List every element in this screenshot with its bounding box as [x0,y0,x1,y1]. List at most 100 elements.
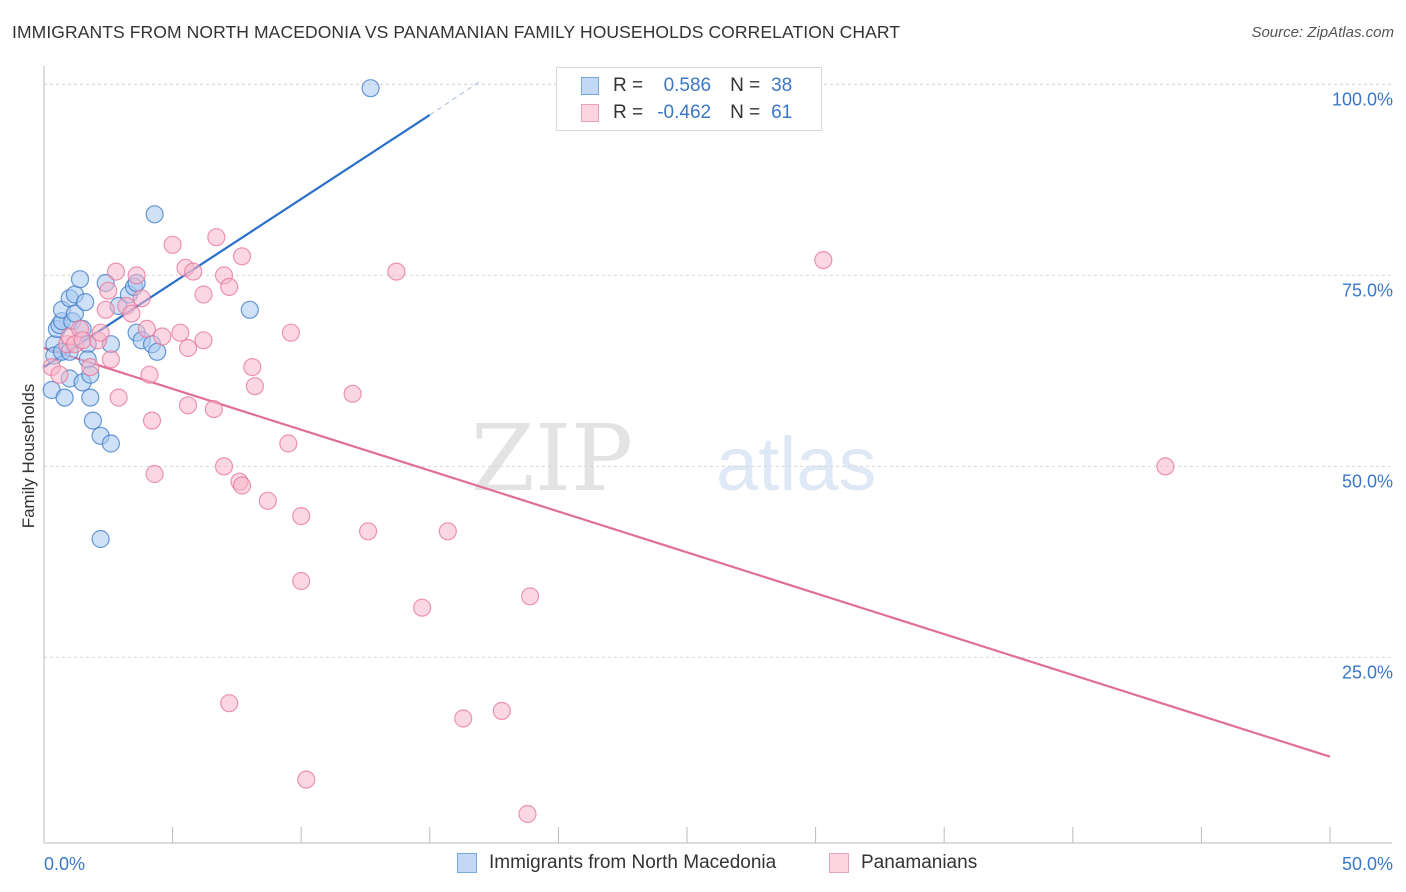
legend-n-label: N = [730,102,761,123]
data-point [101,434,121,453]
data-point [438,522,457,541]
series-macedonia [42,79,380,549]
legend-item-panamanians: Panamanians [829,852,977,874]
data-point [171,323,190,342]
data-point [109,388,128,407]
data-point [81,388,100,407]
data-point [178,396,198,415]
legend-n-value: 38 [771,75,793,96]
data-point [50,365,69,384]
legend-item-macedonia: Immigrants from North Macedonia [457,852,776,874]
y-tick-label: 50.0% [1342,471,1393,491]
axes [43,66,1392,844]
watermark-atlas: atlas [716,422,877,507]
data-point [207,228,226,247]
trend-lines [43,80,1331,758]
data-point [343,384,362,403]
data-point [178,338,198,358]
data-point [413,598,432,617]
data-point [454,709,473,728]
data-point [279,434,298,453]
data-point [387,262,406,281]
data-point [145,205,164,224]
data-point [232,247,252,266]
data-points [42,79,1175,824]
data-point [145,464,164,484]
series-panamanians [42,228,1175,824]
x-tick-labels: 0.0% 50.0% [44,854,1393,874]
trend-line-macedonia [43,114,431,369]
legend-n-label: N = [730,75,761,96]
data-point [148,342,167,361]
data-point [81,358,100,377]
data-point [814,251,833,270]
data-point [194,285,213,304]
legend-swatch-blue [581,77,599,95]
data-point [220,277,239,296]
legend-swatch-blue [457,853,477,873]
data-point [55,388,74,407]
data-point [106,262,126,281]
legend-r-label: R = [613,75,644,96]
legend-r-value: 0.586 [663,75,712,96]
data-point [520,587,540,606]
data-point [292,571,311,591]
y-tick-labels: 100.0% 75.0% 50.0% 25.0% [1332,89,1393,682]
data-point [518,804,537,824]
data-point [232,476,252,495]
watermark-zip: ZIP [471,405,633,512]
x-tick-label: 0.0% [44,854,85,874]
data-point [292,506,311,526]
data-point [204,400,223,419]
watermark: ZIP atlas [471,405,877,512]
trend-line-panamanians [43,346,1331,758]
data-point [492,701,511,721]
legend-n-value: 61 [771,102,793,123]
x-tick-label: 50.0% [1342,854,1393,874]
data-point [96,300,115,319]
data-point [83,411,103,430]
data-point [359,522,378,541]
data-point [140,365,159,384]
legend-r-value: -0.462 [657,102,712,123]
data-point [142,411,162,430]
y-axis-label: Family Households [19,384,38,529]
legend-label-panamanians: Panamanians [861,852,978,873]
legend-r-label: R = [613,102,644,123]
data-point [99,281,118,300]
data-point [122,304,141,323]
data-point [73,331,92,350]
data-point [361,79,380,98]
legend-row-macedonia: R = 0.586 N = 38 [581,74,792,98]
y-tick-label: 75.0% [1342,280,1393,300]
data-point [163,235,182,254]
data-point [153,327,172,346]
data-point [70,270,90,289]
data-point [220,694,239,713]
data-point [214,457,234,476]
data-point [245,377,264,396]
data-point [243,358,262,377]
y-tick-label: 25.0% [1342,662,1393,682]
source-label: Source: ZipAtlas.com [1251,24,1394,41]
legend-swatch-pink [829,853,849,873]
data-point [184,262,203,281]
data-point [1156,457,1175,476]
legend-label-macedonia: Immigrants from North Macedonia [489,852,777,873]
data-point [132,289,151,308]
data-point [91,529,110,549]
data-point [101,350,121,369]
legend-row-panamanians: R = -0.462 N = 61 [581,101,792,125]
data-point [127,266,146,285]
stats-legend: R = 0.586 N = 38 R = -0.462 N = 61 [556,67,822,131]
data-point [91,323,110,342]
data-point [76,293,95,312]
data-point [137,319,156,338]
data-point [258,491,277,510]
data-point [297,770,316,789]
trend-line-extension [429,80,482,116]
legend-swatch-pink [581,104,599,122]
data-point [281,323,300,342]
data-point [240,300,259,319]
